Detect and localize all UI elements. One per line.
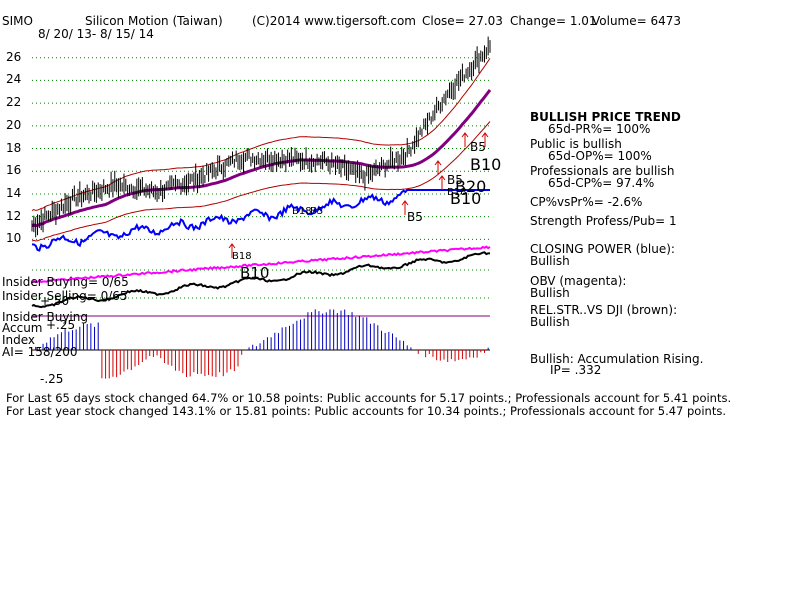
volume-value: Volume= 6473 xyxy=(592,14,682,28)
signal-arrowhead xyxy=(434,160,442,166)
price-axis-tick: 22 xyxy=(6,95,22,110)
relative-strength xyxy=(31,251,491,309)
signal-b18-mar: B18 xyxy=(292,206,312,217)
accum-title-2: Accum xyxy=(2,321,43,335)
price-axis-tick: 12 xyxy=(6,208,22,223)
obv-value: Bullish xyxy=(530,286,570,300)
plus-50-label: +.50 xyxy=(40,294,70,308)
signal-b5-june: B5 xyxy=(407,210,423,224)
obv-line xyxy=(31,245,491,284)
signal-b18-jan: B18 xyxy=(232,251,252,262)
accum-summary: Bullish: Accumulation Rising. xyxy=(530,352,704,366)
ma-line xyxy=(31,89,492,228)
signal-b5-mar: B5 xyxy=(310,206,324,217)
public-value: 65d-OP%= 100% xyxy=(548,149,652,163)
public-title: Public is bullish xyxy=(530,137,622,151)
pros-value: 65d-CP%= 97.4% xyxy=(548,176,655,190)
price-axis-tick: 24 xyxy=(6,72,22,87)
lower-band xyxy=(31,121,491,242)
price-gridlines xyxy=(32,57,490,299)
obv-label: OBV (magenta): xyxy=(530,274,627,288)
moving-average-line xyxy=(31,89,492,228)
footer-last-year: For Last year stock changed 143.1% or 15… xyxy=(6,404,726,418)
accum-title-3: Index xyxy=(2,333,36,347)
cp-vs-pr: CP%vsPr%= -2.6% xyxy=(530,195,643,209)
closing-power xyxy=(31,189,490,252)
price-axis-tick: 18 xyxy=(6,140,22,155)
trend-title: BULLISH PRICE TREND xyxy=(530,110,681,124)
relstr-value: Bullish xyxy=(530,315,570,329)
price-bands xyxy=(31,58,491,242)
minus-25-label: -.25 xyxy=(40,372,64,386)
price-axis-tick: 26 xyxy=(6,49,22,64)
insider-selling-label: Insider Selling= 0/65 xyxy=(2,289,128,303)
price-axis-tick: 14 xyxy=(6,185,22,200)
signal-arrowhead xyxy=(401,200,409,206)
price-axis-tick: 16 xyxy=(6,163,22,178)
accum-title-1: Insider Buying xyxy=(2,310,88,324)
signal-b20: B20 xyxy=(455,177,487,196)
plus-25-label: +.25 xyxy=(46,318,76,332)
closing-power-line xyxy=(31,189,490,252)
signal-b18-a: B18 xyxy=(447,187,467,198)
upper-band xyxy=(31,58,491,212)
signal-arrowhead xyxy=(481,132,489,138)
price-bars xyxy=(31,36,491,238)
signal-arrows xyxy=(228,132,489,258)
strength-ratio: Strength Profess/Pub= 1 xyxy=(530,214,677,228)
signal-b5-mid: B5 xyxy=(447,173,463,187)
date-range: 8/ 20/ 13- 8/ 15/ 14 xyxy=(38,27,154,41)
closing-power-value: Bullish xyxy=(530,254,570,268)
signal-b10-mid: B10 xyxy=(450,189,482,208)
signal-b10-top: B10 xyxy=(470,155,502,174)
insider-buying-label: Insider Buying= 0/65 xyxy=(2,275,129,289)
trend-value: 65d-PR%= 100% xyxy=(548,122,651,136)
obv xyxy=(31,245,491,284)
close-value: Close= 27.03 xyxy=(422,14,503,28)
signal-b10-jan: B10 xyxy=(240,264,270,282)
copyright: (C)2014 www.tigersoft.com xyxy=(252,14,416,28)
company-name: Silicon Motion (Taiwan) xyxy=(85,14,223,28)
ip-value: IP= .332 xyxy=(550,363,602,377)
relative-strength-line xyxy=(31,251,491,309)
signal-arrowhead xyxy=(228,243,236,249)
relstr-label: REL.STR..VS DJI (brown): xyxy=(530,303,678,317)
price-axis-tick: 20 xyxy=(6,117,22,132)
footer-65-days: For Last 65 days stock changed 64.7% or … xyxy=(6,391,732,405)
price-axis-tick: 10 xyxy=(6,231,22,246)
accumulation-index xyxy=(31,309,490,379)
signal-arrowhead xyxy=(438,175,446,181)
ai-label: AI= 158/200 xyxy=(2,345,78,359)
signal-arrowhead xyxy=(461,132,469,138)
pros-title: Professionals are bullish xyxy=(530,164,675,178)
closing-power-label: CLOSING POWER (blue): xyxy=(530,242,675,256)
change-value: Change= 1.01 xyxy=(510,14,597,28)
signal-b5-top: B5 xyxy=(470,140,486,154)
ticker: SIMO xyxy=(2,14,33,28)
